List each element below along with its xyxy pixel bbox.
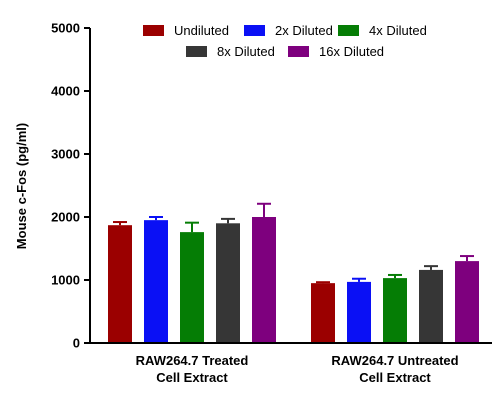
x-category-label: RAW264.7 Treated [136,353,249,368]
x-category-label: Cell Extract [359,370,431,385]
x-category-label: Cell Extract [156,370,228,385]
legend-label: 16x Diluted [319,44,384,59]
y-tick-label: 0 [73,336,80,351]
bar [108,225,132,343]
legend-label: 8x Diluted [217,44,275,59]
y-tick-label: 3000 [51,147,80,162]
y-tick-label: 2000 [51,210,80,225]
bar [144,220,168,343]
bar [216,223,240,343]
bar [347,281,371,343]
legend-swatch [288,46,309,57]
y-axis: 0 1000 2000 3000 4000 5000 [51,21,91,351]
legend-swatch [244,25,265,36]
legend: Undiluted 2x Diluted 4x Diluted 8x Diluted 1… [143,23,427,59]
legend-label: 2x Diluted [275,23,333,38]
legend-label: 4x Diluted [369,23,427,38]
x-axis: RAW264.7 Treated Cell Extract RAW264.7 Unt… [90,342,492,385]
bars [108,202,479,343]
legend-swatch [186,46,207,57]
bar [180,232,204,343]
bar [455,261,479,343]
bar [419,269,443,343]
bar [311,283,335,343]
bar [252,217,276,343]
legend-label: Undiluted [174,23,229,38]
y-tick-label: 5000 [51,21,80,36]
y-tick-label: 1000 [51,273,80,288]
y-axis-title: Mouse c-Fos (pg/ml) [14,123,29,249]
x-category-label: RAW264.7 Untreated [331,353,458,368]
legend-swatch [143,25,164,36]
legend-swatch [338,25,359,36]
y-tick-label: 4000 [51,84,80,99]
bar [383,278,407,343]
